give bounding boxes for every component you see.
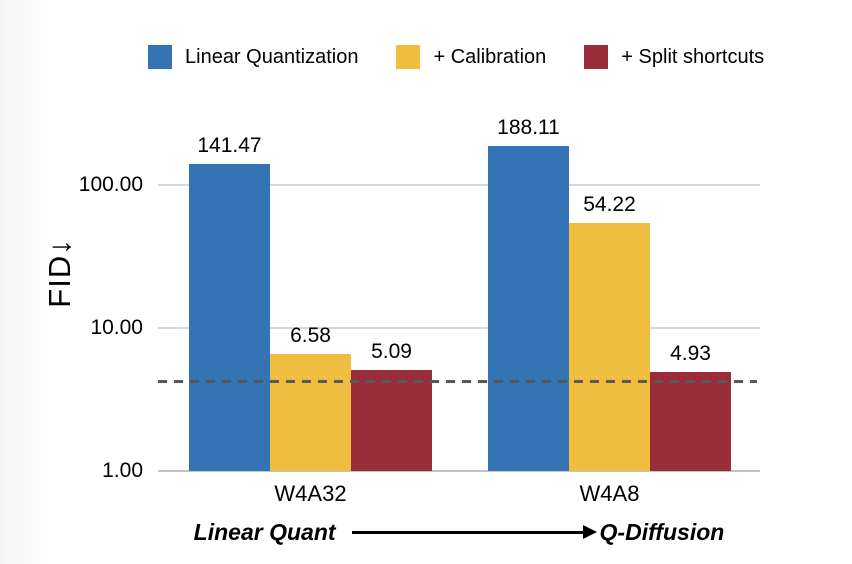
bar	[488, 145, 569, 471]
bar-value-label: 188.11	[497, 115, 560, 139]
bar-value-label: 54.22	[583, 193, 636, 216]
legend-label: + Calibration	[433, 46, 547, 68]
y-tick-label: 1.00	[102, 459, 143, 482]
y-tick-label: 10.00	[90, 316, 143, 339]
legend-item: + Calibration	[396, 45, 546, 69]
x-axis-line	[158, 470, 760, 472]
legend-label: Linear Quantization	[185, 46, 359, 68]
legend: Linear Quantization + Calibration + Split …	[148, 45, 764, 69]
bar	[650, 371, 731, 471]
y-tick-label: 100.00	[78, 173, 143, 196]
bar	[270, 354, 351, 471]
footer-right-label: Q-Diffusion	[599, 518, 725, 545]
footer-caption: Linear Quant Q-Diffusion	[158, 517, 760, 547]
legend-swatch	[148, 45, 172, 69]
right-arrow-icon	[351, 524, 597, 539]
bar	[569, 223, 650, 471]
bar-value-label: 5.09	[371, 339, 412, 363]
bar-value-label: 4.93	[670, 341, 711, 365]
bar-value-label: 141.47	[197, 133, 262, 157]
y-axis-label: FID↓	[42, 238, 77, 308]
bar	[351, 369, 432, 471]
legend-swatch	[396, 45, 421, 69]
footer-left-label: Linear Quant	[193, 518, 336, 545]
bar	[189, 163, 270, 471]
gridline	[158, 327, 760, 329]
bar-value-label: 6.58	[290, 324, 331, 347]
x-tick-label: W4A8	[579, 481, 640, 506]
legend-item: Linear Quantization	[148, 45, 358, 69]
legend-label: + Split shortcuts	[621, 46, 765, 68]
x-tick-label: W4A32	[274, 481, 347, 506]
legend-swatch	[584, 45, 609, 69]
reference-dashed-line	[158, 380, 757, 384]
gridline	[158, 184, 760, 186]
legend-item: + Split shortcuts	[584, 45, 764, 69]
